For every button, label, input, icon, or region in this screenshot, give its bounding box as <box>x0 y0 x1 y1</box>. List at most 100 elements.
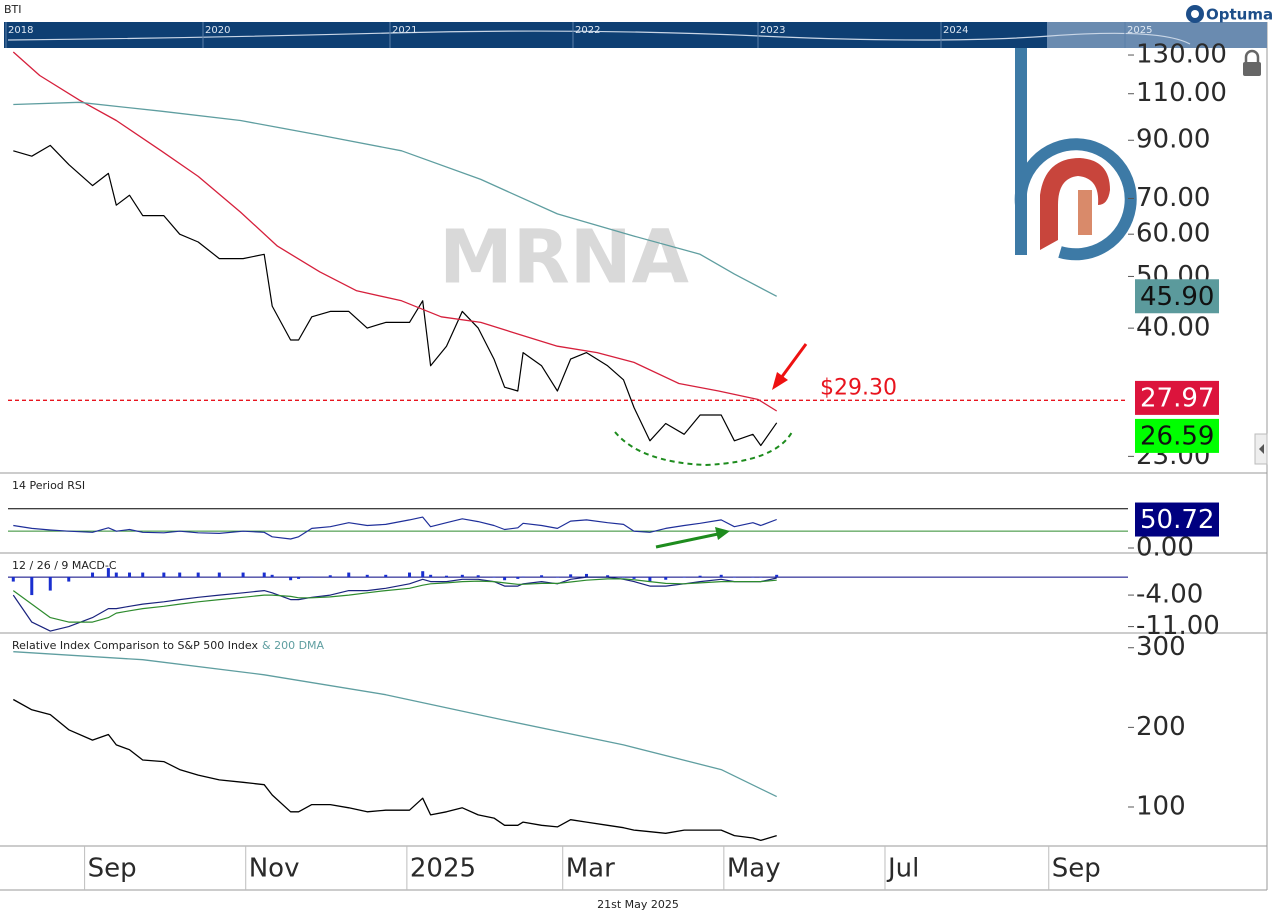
navigator-year: 2018 <box>8 25 33 36</box>
lock-shackle <box>1244 49 1260 62</box>
series-line <box>12 698 777 842</box>
histogram-bar <box>584 573 588 578</box>
histogram-bar <box>732 577 736 578</box>
series-line <box>12 576 777 632</box>
histogram-bar <box>606 575 610 578</box>
red-arrow <box>779 343 808 379</box>
red-arrow-head <box>772 372 788 390</box>
panel-title: 12 / 26 / 9 MACD-C <box>12 559 117 572</box>
brand: Optuma <box>1206 6 1273 24</box>
value-box <box>1135 380 1219 415</box>
histogram-bar <box>11 577 15 582</box>
series-line <box>12 578 777 623</box>
histogram-bar <box>114 572 118 578</box>
background-layer: MRNA <box>439 45 1137 301</box>
histogram-bar <box>67 577 71 582</box>
y-tick-label: -11.00 <box>1136 611 1220 641</box>
navigator-year: 2022 <box>575 25 600 36</box>
y-tick-label: 200 <box>1136 712 1186 742</box>
histogram-bar <box>429 574 433 578</box>
logo-arc <box>1014 138 1137 261</box>
value-box <box>1135 279 1219 314</box>
histogram-bar <box>384 574 388 578</box>
histogram-bar <box>719 574 723 578</box>
histogram-bar <box>91 572 95 578</box>
data-layer <box>8 51 1128 842</box>
value-box <box>1135 418 1219 453</box>
histogram-bar <box>492 577 496 578</box>
brand-icon-hole <box>1191 10 1199 18</box>
histogram-bar <box>217 572 221 578</box>
histogram-bar <box>682 577 686 578</box>
histogram-bar <box>297 577 301 579</box>
histogram-bar <box>540 575 544 578</box>
histogram-bar <box>289 577 293 581</box>
histogram-bar <box>241 572 245 578</box>
y-tick-label: 110.00 <box>1136 78 1227 108</box>
logo-red <box>1040 158 1110 250</box>
histogram-bar <box>664 577 668 580</box>
rounding-bottom <box>614 431 793 467</box>
histogram-bar <box>196 572 200 578</box>
value-label: 45.90 <box>1140 282 1214 312</box>
x-tick-label: 2025 <box>410 854 476 884</box>
x-tick-label: Mar <box>566 854 615 884</box>
y-tick-label: 300 <box>1136 632 1186 662</box>
x-tick-label: Sep <box>88 854 137 884</box>
y-tick-label: 0.00 <box>1136 533 1194 563</box>
x-tick-label: Jul <box>886 854 919 884</box>
histogram-bar <box>503 577 507 581</box>
histogram-bar <box>128 572 132 578</box>
panel-title: 14 Period RSI <box>12 479 85 492</box>
lock-icon[interactable] <box>1243 62 1261 76</box>
histogram-bar <box>621 577 625 578</box>
reference-label: $29.30 <box>820 375 897 400</box>
histogram-bar <box>365 574 369 578</box>
footer-date: 21st May 2025 <box>597 898 679 911</box>
y-tick-label: 130.00 <box>1136 40 1227 70</box>
value-label: 27.97 <box>1140 383 1214 413</box>
histogram-bar <box>347 572 351 578</box>
watermark: MRNA <box>439 215 689 301</box>
histogram-bar <box>270 574 274 578</box>
y-tick-label: 90.00 <box>1136 125 1210 155</box>
series-line <box>13 516 777 540</box>
navigator-year: 2024 <box>943 25 968 36</box>
histogram-bar <box>162 572 166 578</box>
value-label: 26.59 <box>1140 421 1214 451</box>
legend-entry: & 200 DMA <box>262 639 325 652</box>
histogram-bar <box>178 572 182 578</box>
histogram-bar <box>30 577 34 596</box>
histogram-bar <box>48 577 52 591</box>
y-tick-label: 70.00 <box>1136 183 1210 213</box>
histogram-bar <box>408 572 412 578</box>
x-tick-label: Sep <box>1052 854 1101 884</box>
histogram-bar <box>751 577 755 578</box>
series-line <box>12 51 778 412</box>
logo-stem <box>1078 190 1092 235</box>
legend-entry: Relative Index Comparison to S&P 500 Ind… <box>12 639 258 652</box>
histogram-bar <box>141 572 145 578</box>
green-arrow <box>655 532 719 549</box>
histogram-bar <box>521 576 525 578</box>
x-tick-label: May <box>727 854 781 884</box>
histogram-bar <box>516 577 520 579</box>
histogram-bar <box>444 575 448 578</box>
y-tick-label: -4.00 <box>1136 580 1203 610</box>
side-tab-arrow <box>1259 444 1264 454</box>
y-tick-label: 100 <box>1136 791 1186 821</box>
histogram-bar <box>310 576 314 578</box>
series-line <box>13 144 778 447</box>
value-label: 50.72 <box>1140 505 1214 535</box>
green-arrow-head <box>715 527 730 540</box>
histogram-bar <box>328 575 332 578</box>
x-tick-label: Nov <box>249 854 300 884</box>
navigator-line <box>7 30 1191 45</box>
value-box <box>1135 502 1219 537</box>
logo-bar <box>1015 45 1027 255</box>
histogram-bar <box>421 571 425 578</box>
series-line <box>13 101 778 297</box>
y-tick-label: 60.00 <box>1136 219 1210 249</box>
navigator-year: 2025 <box>1127 25 1152 36</box>
